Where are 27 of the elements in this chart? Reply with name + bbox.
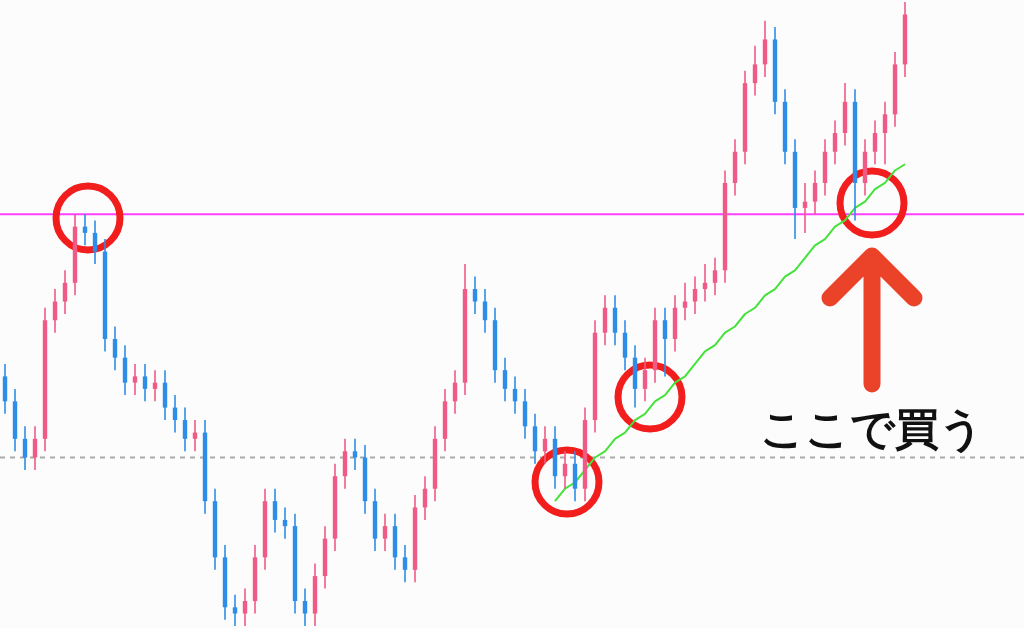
candlestick: [502, 356, 508, 403]
annotation: ここで買う: [760, 403, 984, 454]
candlestick: [22, 425, 28, 471]
candlestick: [642, 356, 648, 403]
candlestick: [882, 100, 888, 166]
candlestick: [32, 425, 38, 471]
candlestick: [752, 44, 758, 97]
candlestick: [272, 487, 278, 534]
candlestick: [472, 275, 478, 315]
candlestick: [692, 275, 698, 315]
candlestick: [142, 362, 148, 403]
candlestick: [382, 512, 388, 553]
candlestick: [812, 169, 818, 216]
candlestick: [182, 406, 188, 453]
candlestick: [712, 256, 718, 297]
candlestick: [302, 587, 308, 627]
candlestick: [62, 269, 68, 315]
candlestick: [242, 587, 248, 627]
candlestick: [112, 325, 118, 372]
candlestick: [232, 593, 238, 627]
candlestick: [92, 219, 98, 266]
candlestick: [872, 119, 878, 166]
candlestick: [662, 306, 668, 378]
candlestick: [352, 437, 358, 471]
candlestick: [832, 119, 838, 166]
candlestick: [402, 543, 408, 584]
candlestick: [132, 362, 138, 397]
